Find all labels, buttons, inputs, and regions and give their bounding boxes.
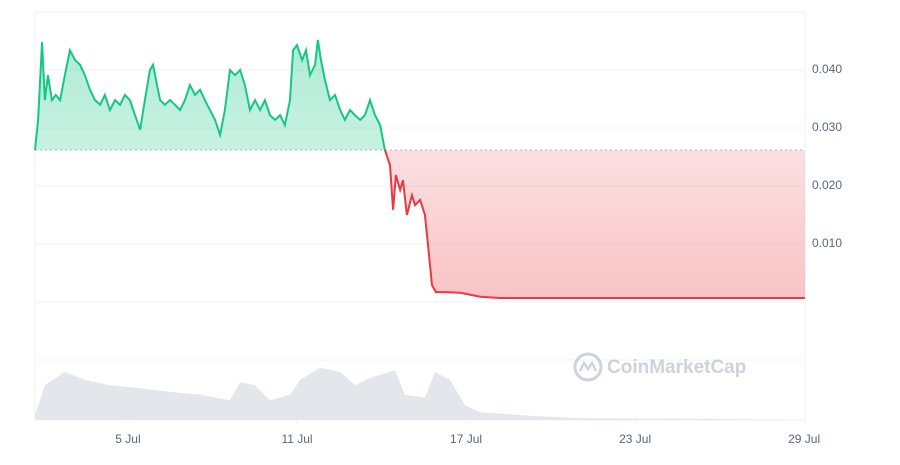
price-line xyxy=(34,150,805,299)
watermark: CoinMarketCap xyxy=(573,352,746,382)
y-tick-label: 0.010 xyxy=(812,236,842,250)
price-line xyxy=(34,39,386,151)
x-tick-label: 29 Jul xyxy=(788,432,820,446)
area-above xyxy=(35,39,385,151)
watermark-text: CoinMarketCap xyxy=(607,357,746,378)
y-tick-label: 0.040 xyxy=(812,62,842,76)
y-tick-label: 0.020 xyxy=(812,178,842,192)
area-below xyxy=(35,150,805,298)
x-tick-label: 23 Jul xyxy=(619,432,651,446)
x-tick-label: 5 Jul xyxy=(115,432,140,446)
x-tick-label: 17 Jul xyxy=(450,432,482,446)
volume-area xyxy=(35,367,805,420)
x-tick-label: 11 Jul xyxy=(281,432,312,446)
y-tick-label: 0.030 xyxy=(812,120,842,134)
